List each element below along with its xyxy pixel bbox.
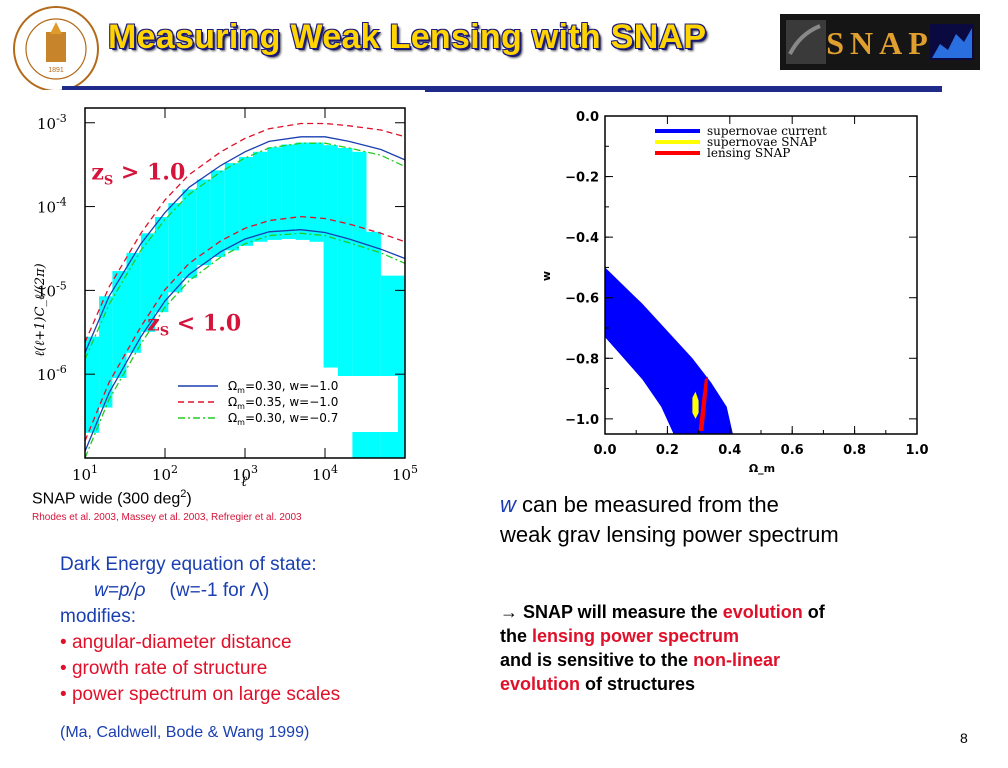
error-box-4 — [140, 233, 156, 332]
lensing-ylabel: ℓ(ℓ+1)C_ℓ/(2π) — [33, 263, 48, 356]
region-lensing-SNAP — [698, 376, 708, 431]
caltech-seal-logo: 1891 — [13, 6, 99, 92]
w-xlabel: Ω_m — [749, 462, 775, 475]
error-box-16 — [309, 142, 324, 242]
w-x-tick-label-3: 0.6 — [781, 443, 804, 458]
redshift-label-0: zS > 1.0 — [91, 160, 185, 189]
model-curve-high-2 — [84, 142, 406, 360]
error-box-6 — [168, 203, 183, 293]
error-box-7 — [182, 189, 197, 279]
de-line3: modifies: — [60, 606, 137, 627]
model-curve-low-3 — [84, 229, 406, 452]
error-box-18 — [337, 147, 353, 419]
w-y-tick-label-1: −0.2 — [565, 171, 599, 186]
references-caption: Rhodes et al. 2003, Massey et al. 2003, … — [32, 512, 302, 523]
w-measure-line2: weak grav lensing power spectrum — [500, 522, 839, 547]
w-x-tick-label-1: 0.2 — [656, 443, 679, 458]
survey-caption: SNAP wide (300 deg2) — [32, 488, 192, 508]
w-x-tick-label-4: 0.8 — [843, 443, 866, 458]
w-x-tick-label-5: 1.0 — [905, 443, 928, 458]
model-curve-low-5 — [84, 232, 406, 459]
error-box-1 — [99, 296, 113, 408]
model-curve-high-0 — [84, 136, 406, 354]
de-bullet-2: • growth rate of structure — [60, 658, 268, 679]
region-supernovae-current — [605, 267, 733, 434]
dark-energy-text: Dark Energy equation of state: w=p/ρ (w=-… — [60, 552, 340, 708]
svg-text:SNAP: SNAP — [826, 25, 934, 61]
legend-label-1: Ωm=0.35, w=−1.0 — [228, 395, 338, 411]
de-line2: w=p/ρ (w=-1 for Λ) — [94, 580, 270, 601]
error-box-3 — [126, 252, 141, 353]
w-measure-text: w can be measured from the weak grav len… — [500, 490, 839, 550]
w-ylabel: w — [540, 271, 553, 281]
error-box-17 — [323, 145, 338, 368]
region-supernovae-SNAP — [692, 391, 699, 419]
svg-text:1891: 1891 — [48, 67, 64, 74]
error-box-2 — [112, 271, 127, 379]
w-omega-constraint-chart: 0.0 0.2 0.4 0.6 0.8 1.0 0.0 −0.2 −0.4 −0.6 −0.8 −1.… — [530, 92, 955, 480]
w-y-tick-label-5: −1.0 — [565, 413, 599, 428]
error-box-8 — [196, 179, 211, 266]
model-curve-high-1 — [84, 122, 406, 343]
slide-title: Measuring Weak Lensing with SNAP — [108, 18, 707, 56]
model-curve-low-4 — [84, 215, 406, 442]
error-box-14 — [281, 144, 296, 240]
w-y-tick-label-0: 0.0 — [576, 110, 599, 125]
error-box-9 — [210, 170, 225, 258]
de-line1: Dark Energy equation of state: — [60, 554, 317, 575]
w-y-tick-label-4: −0.8 — [565, 352, 599, 367]
error-box-13 — [267, 147, 282, 240]
w-y-tick-label-2: −0.4 — [565, 231, 599, 246]
w-y-tick-label-3: −0.6 — [565, 292, 599, 307]
legend-label-0: Ωm=0.30, w=−1.0 — [228, 379, 338, 395]
error-box-15 — [295, 142, 310, 240]
error-box-0 — [85, 336, 100, 433]
page-number: 8 — [960, 730, 968, 746]
error-box-12 — [253, 151, 268, 242]
ma-reference: (Ma, Caldwell, Bode & Wang 1999) — [60, 724, 310, 741]
title-underline — [62, 86, 942, 92]
de-bullet-1: • angular-diameter distance — [60, 632, 292, 653]
error-box-10 — [224, 163, 239, 251]
w-measure-line1: w can be measured from the — [500, 492, 779, 517]
w-x-tick-label-0: 0.0 — [593, 443, 616, 458]
error-box-5 — [155, 217, 169, 313]
snap-summary: → SNAP will measure the evolution of the… — [500, 602, 825, 694]
lensing-xlabel: ℓ — [241, 474, 247, 490]
de-bullet-3: • power spectrum on large scales — [60, 684, 341, 705]
snap-logo: SNAP — [780, 14, 980, 70]
w-legend-label-0: supernovae current — [707, 124, 827, 138]
legend-label-2: Ωm=0.30, w=−0.7 — [228, 411, 338, 427]
w-legend-label-1: supernovae SNAP — [707, 135, 817, 149]
redshift-label-1: zS < 1.0 — [147, 311, 241, 340]
error-box-11 — [238, 157, 254, 246]
w-x-tick-label-2: 0.4 — [718, 443, 741, 458]
w-legend-label-2: lensing SNAP — [707, 146, 790, 160]
arrow-icon: → — [500, 602, 518, 622]
